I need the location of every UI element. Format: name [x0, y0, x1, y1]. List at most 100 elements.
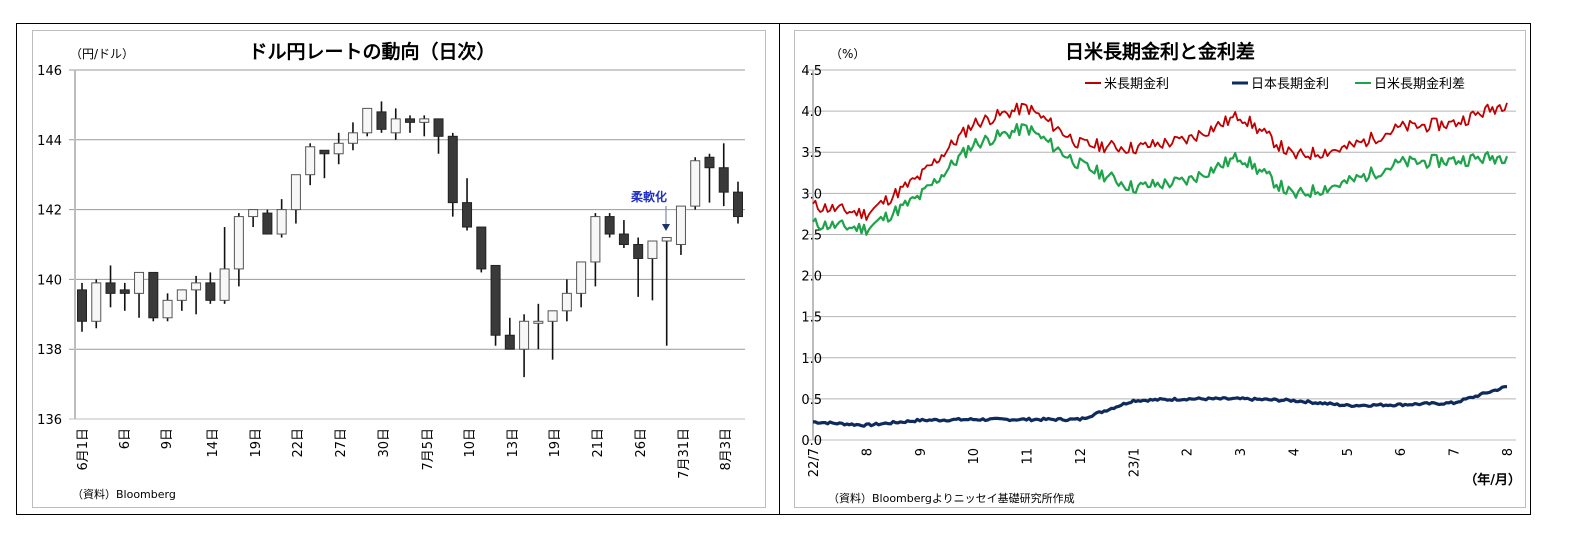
right-y-axis-ticks: 4.5 4.0 3.5 3.0 2.5 2.0 1.5 1.0 0.5 0.0 [801, 64, 822, 449]
candle-down [604, 216, 615, 235]
legend-label: 米長期金利 [1104, 76, 1169, 92]
right-gridlines [807, 69, 1516, 441]
y-tick-label: 3.0 [801, 187, 822, 202]
candle-up [134, 271, 145, 294]
y-tick-label: 2.5 [801, 228, 822, 243]
candle-down [490, 264, 501, 336]
candle-up [547, 310, 558, 322]
x-tick-label: 30日 [377, 428, 392, 458]
y-tick-label: 1.5 [801, 311, 822, 326]
candlesticks [77, 101, 743, 378]
candle-down [105, 282, 116, 294]
candle-up [576, 261, 587, 294]
right-x-axis-labels: 22/7 8 9 10 11 12 23/1 2 3 4 5 6 7 8 [807, 448, 1516, 477]
x-tick-label: 5 [1341, 448, 1356, 456]
x-tick-label: 23/1 [1127, 448, 1142, 477]
x-tick-label: 11 [1021, 448, 1036, 465]
yield-spread-line [812, 122, 1509, 236]
figure-frame [16, 23, 1531, 515]
candle-up [675, 205, 686, 245]
x-tick-label: 3 [1234, 448, 1249, 456]
right-y-unit-label: （%） [830, 47, 865, 61]
candle-up [690, 160, 701, 207]
left-source-note: （資料）Bloomberg [72, 487, 176, 501]
candle-down [119, 289, 130, 294]
japan-10y-yield-line [813, 385, 1508, 428]
x-tick-label: 10 [967, 448, 982, 465]
candle-down [704, 156, 715, 169]
rate-lines [812, 102, 1509, 428]
candle-up [333, 142, 344, 155]
y-tick-label: 2.0 [801, 270, 822, 285]
candle-down [319, 149, 330, 155]
x-tick-label: 7月31日 [677, 428, 692, 479]
candle-down [77, 289, 87, 322]
usdjpy-candlestick-chart [32, 30, 766, 508]
annotation-label: 柔軟化 [630, 189, 667, 204]
x-tick-label: 21日 [591, 428, 606, 458]
x-tick-label: 7 [1448, 448, 1463, 456]
x-tick-label: 6 [1394, 448, 1409, 456]
arrow-down-icon [662, 224, 670, 231]
us-10y-yield-line [812, 102, 1508, 221]
candle-up [276, 209, 287, 235]
right-chart: 日米長期金利と金利差 （%） 4.5 4.0 3.5 3.0 2.5 2.0 1.5 1.0 0… [801, 40, 1521, 505]
x-tick-label: 8月3日 [719, 428, 734, 471]
candle-up [519, 320, 530, 350]
candle-up [91, 282, 102, 322]
candle-down [462, 202, 473, 228]
x-tick-label: 6月1日 [76, 428, 91, 471]
x-tick-label: 13日 [506, 428, 521, 458]
candle-down [718, 167, 729, 193]
candle-down [205, 282, 216, 301]
x-tick-label: 9日 [160, 428, 175, 449]
left-x-axis-labels: 6月1日 6日 9日 14日 19日 22日 27日 30日 7月5日 10日 13日 19日 21日 2… [76, 428, 734, 479]
right-chart-title: 日米長期金利と金利差 [1065, 40, 1255, 63]
candle-down [262, 212, 273, 235]
interest-rate-line-chart [794, 30, 1526, 508]
candle-up [176, 289, 187, 301]
y-tick-label: 142 [37, 204, 62, 219]
panel-divider [779, 23, 780, 515]
candle-up [590, 216, 601, 263]
candle-up [347, 132, 358, 144]
y-tick-label: 0.5 [801, 393, 822, 408]
candle-up [162, 299, 173, 319]
candle-up [305, 146, 316, 176]
y-tick-label: 146 [37, 64, 62, 79]
candle-up [533, 320, 544, 324]
x-tick-label: 10日 [463, 428, 478, 458]
candle-down [148, 271, 159, 319]
y-tick-label: 136 [37, 413, 62, 428]
candle-up [561, 292, 572, 312]
candle-up [233, 216, 244, 270]
y-tick-label: 140 [37, 273, 62, 288]
candle-down [618, 233, 629, 245]
candle-up [290, 174, 301, 211]
left-chart-title: ドル円レートの動向（日次） [248, 40, 495, 63]
y-tick-label: 4.5 [801, 64, 822, 79]
x-tick-label: 19日 [548, 428, 563, 458]
candle-up [362, 107, 373, 134]
left-y-axis-ticks: 146 144 142 140 138 136 [37, 64, 62, 428]
candle-down [405, 118, 415, 123]
candle-up [647, 240, 658, 259]
left-gridlines [69, 69, 745, 420]
candle-down [376, 111, 387, 130]
x-tick-label: 22日 [291, 428, 306, 458]
candle-down [447, 135, 458, 204]
x-tick-label: 6日 [118, 428, 133, 449]
x-tick-label: 26日 [634, 428, 649, 458]
candle-down [476, 226, 487, 270]
x-tick-label: 2 [1181, 448, 1196, 456]
candle-up [661, 237, 672, 242]
candle-down [433, 118, 444, 137]
y-tick-label: 138 [37, 343, 62, 358]
candle-up [219, 268, 230, 301]
candle-down [504, 334, 515, 350]
right-x-unit-label: （年/月） [1464, 472, 1521, 488]
candle-up [390, 118, 401, 134]
left-y-unit-label: （円/ドル） [70, 47, 134, 61]
candle-up [191, 282, 202, 291]
